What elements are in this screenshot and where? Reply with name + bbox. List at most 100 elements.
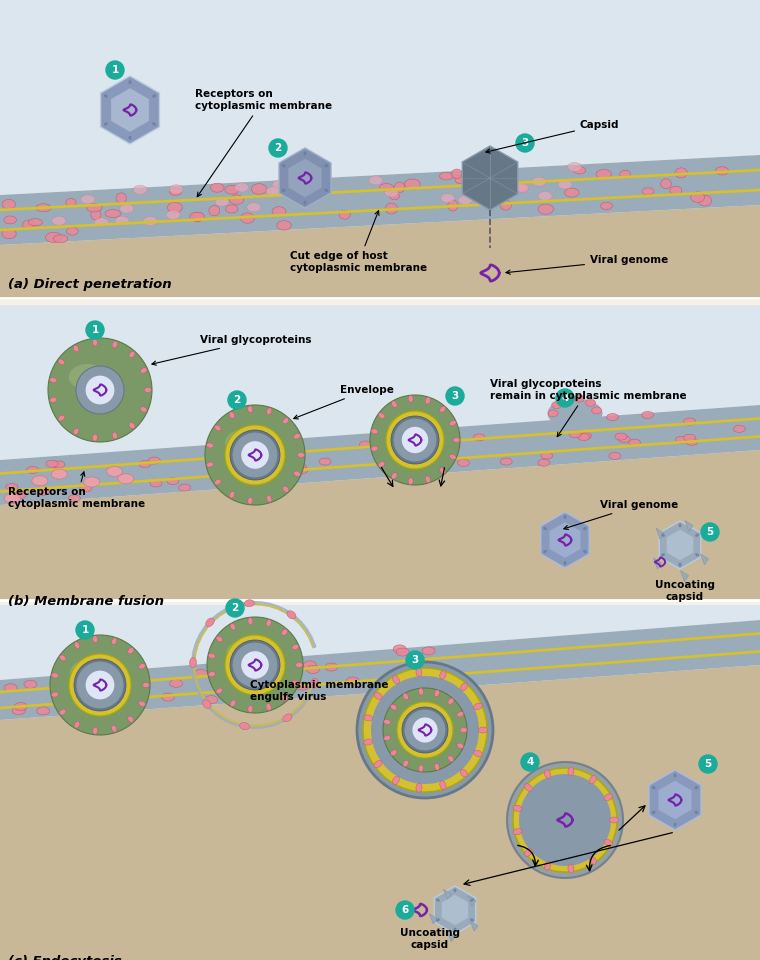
Ellipse shape — [144, 388, 151, 393]
Ellipse shape — [604, 839, 613, 846]
Polygon shape — [0, 0, 760, 195]
Ellipse shape — [538, 191, 552, 201]
Ellipse shape — [112, 726, 117, 732]
Ellipse shape — [267, 408, 272, 415]
Ellipse shape — [673, 823, 676, 827]
Ellipse shape — [93, 339, 97, 346]
Ellipse shape — [679, 523, 682, 527]
Ellipse shape — [434, 690, 439, 697]
Ellipse shape — [150, 480, 162, 487]
Ellipse shape — [325, 164, 328, 167]
Ellipse shape — [378, 462, 385, 468]
Ellipse shape — [138, 663, 145, 669]
Ellipse shape — [512, 183, 527, 191]
Ellipse shape — [118, 474, 134, 484]
Polygon shape — [462, 146, 518, 210]
Ellipse shape — [4, 684, 17, 692]
Ellipse shape — [524, 783, 532, 791]
Text: 1: 1 — [112, 65, 119, 75]
Circle shape — [225, 425, 285, 485]
Ellipse shape — [266, 619, 271, 627]
Ellipse shape — [310, 178, 324, 186]
Circle shape — [393, 418, 437, 462]
Ellipse shape — [260, 438, 272, 445]
Ellipse shape — [36, 204, 51, 212]
Ellipse shape — [281, 695, 287, 701]
Ellipse shape — [695, 534, 699, 537]
Text: 2: 2 — [233, 395, 241, 405]
Ellipse shape — [589, 776, 597, 783]
Text: Viral glycoproteins
remain in cytoplasmic membrane: Viral glycoproteins remain in cytoplasmi… — [490, 379, 686, 437]
Ellipse shape — [92, 670, 105, 678]
Ellipse shape — [457, 743, 464, 749]
Circle shape — [406, 651, 424, 669]
Ellipse shape — [129, 351, 135, 357]
Ellipse shape — [422, 647, 435, 655]
Ellipse shape — [385, 188, 398, 197]
Circle shape — [357, 662, 493, 798]
Ellipse shape — [583, 527, 587, 530]
Ellipse shape — [252, 183, 267, 194]
Ellipse shape — [568, 767, 574, 776]
Ellipse shape — [610, 817, 619, 823]
Circle shape — [391, 416, 439, 464]
Ellipse shape — [143, 683, 150, 687]
Ellipse shape — [319, 458, 331, 465]
Ellipse shape — [96, 684, 109, 692]
Ellipse shape — [133, 185, 147, 194]
Ellipse shape — [4, 216, 17, 224]
Ellipse shape — [261, 476, 274, 483]
Polygon shape — [649, 770, 701, 830]
Ellipse shape — [303, 152, 306, 156]
Circle shape — [230, 640, 280, 690]
Text: (c) Endocytosis: (c) Endocytosis — [8, 955, 122, 960]
Circle shape — [241, 442, 269, 468]
Ellipse shape — [169, 188, 182, 196]
Ellipse shape — [207, 443, 214, 448]
Circle shape — [397, 702, 453, 758]
Polygon shape — [0, 405, 760, 505]
Ellipse shape — [306, 665, 319, 674]
Circle shape — [74, 659, 126, 711]
Ellipse shape — [454, 888, 457, 893]
Text: 4: 4 — [562, 393, 568, 403]
Circle shape — [86, 375, 115, 404]
Circle shape — [228, 391, 246, 409]
Circle shape — [76, 621, 94, 639]
Ellipse shape — [393, 645, 406, 653]
Ellipse shape — [167, 477, 179, 485]
Ellipse shape — [226, 641, 260, 665]
Ellipse shape — [500, 201, 511, 210]
Ellipse shape — [679, 563, 682, 566]
Ellipse shape — [695, 810, 698, 814]
Ellipse shape — [364, 739, 372, 745]
Ellipse shape — [346, 677, 359, 685]
Ellipse shape — [248, 617, 253, 625]
Circle shape — [513, 768, 617, 872]
Ellipse shape — [391, 750, 397, 756]
Ellipse shape — [569, 431, 581, 438]
Ellipse shape — [128, 80, 131, 84]
Ellipse shape — [215, 197, 229, 206]
Ellipse shape — [267, 495, 272, 502]
Ellipse shape — [673, 774, 676, 778]
Ellipse shape — [139, 461, 151, 468]
Ellipse shape — [37, 489, 49, 495]
Ellipse shape — [14, 492, 27, 498]
Ellipse shape — [562, 396, 572, 403]
Ellipse shape — [266, 187, 280, 196]
Ellipse shape — [76, 706, 89, 713]
Ellipse shape — [223, 695, 236, 703]
Ellipse shape — [303, 201, 306, 204]
Ellipse shape — [52, 467, 65, 474]
Circle shape — [269, 139, 287, 157]
Ellipse shape — [425, 397, 430, 404]
Ellipse shape — [87, 204, 102, 212]
Ellipse shape — [74, 708, 87, 716]
Circle shape — [516, 134, 534, 152]
Ellipse shape — [296, 683, 309, 690]
Ellipse shape — [252, 678, 264, 686]
Ellipse shape — [487, 169, 502, 179]
Ellipse shape — [292, 681, 299, 685]
Ellipse shape — [371, 429, 378, 434]
